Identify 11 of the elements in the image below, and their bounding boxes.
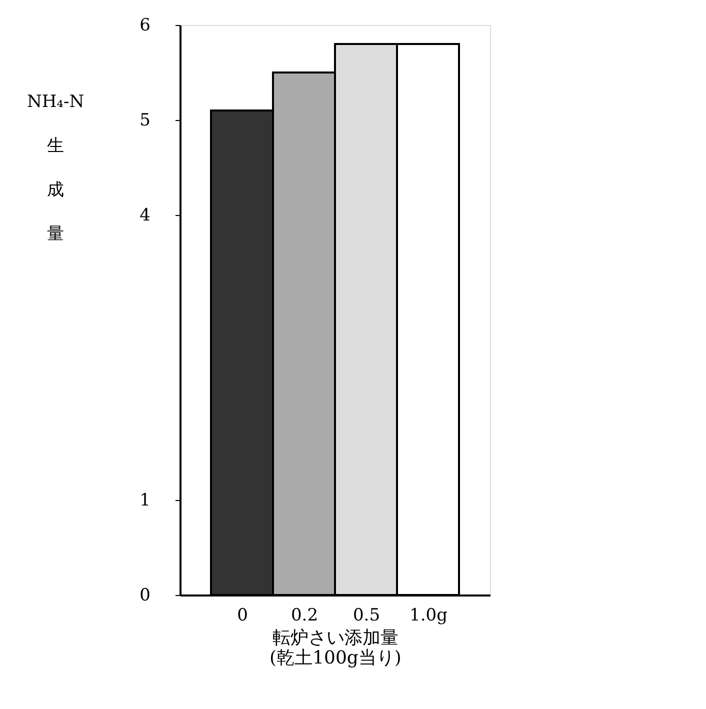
x-tick-label: 0.2 [290, 606, 318, 626]
x-tick-label: 0.5 [352, 606, 380, 626]
x-tick-label: 0 [237, 606, 248, 626]
y-tick-label: 6 [140, 16, 150, 36]
y-tick-label: 5 [140, 110, 150, 130]
x-tick-label: 1.0g [410, 606, 448, 626]
y-tick-label: 1 [140, 490, 150, 510]
y-tick-label: 0 [140, 586, 150, 606]
text: NH₄-N生成量 [26, 92, 84, 244]
x-axis-title: 転炉さい添加量 (乾土100g当り) [270, 628, 402, 668]
y-tick-label: 4 [140, 206, 150, 226]
